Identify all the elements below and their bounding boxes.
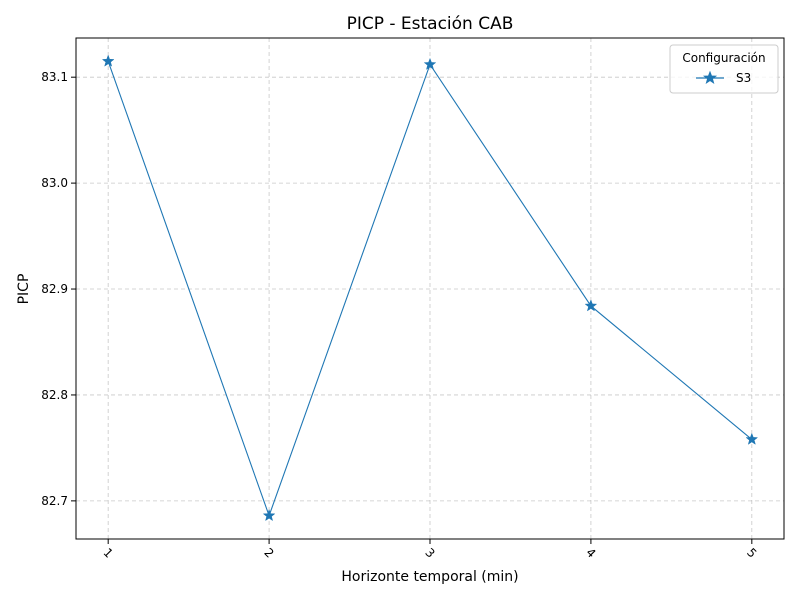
x-tick-label: 2 (261, 545, 276, 560)
legend: Configuración S3 (669, 44, 779, 94)
x-axis-ticks: 1 2 3 4 5 (101, 539, 759, 561)
x-tick-label: 4 (583, 545, 598, 560)
y-axis-ticks: 82.7 82.8 82.9 83.0 83.1 (41, 70, 76, 508)
y-tick-label: 83.1 (41, 70, 68, 84)
legend-box (669, 44, 779, 94)
y-axis-label: PICP (16, 274, 32, 305)
y-tick-label: 82.7 (41, 494, 68, 508)
legend-title: Configuración (682, 51, 765, 65)
legend-marker-star (702, 70, 718, 85)
legend-entry-label: S3 (736, 71, 751, 85)
x-tick-label: 1 (101, 545, 116, 560)
y-tick-label: 82.9 (41, 282, 68, 296)
data-point-star (423, 57, 437, 70)
x-tick-label: 3 (422, 545, 437, 560)
x-axis-label: Horizonte temporal (min) (341, 569, 518, 585)
y-tick-label: 82.8 (41, 388, 68, 402)
y-tick-label: 83.0 (41, 176, 68, 190)
x-tick-label: 5 (744, 545, 759, 560)
data-point-star (262, 508, 276, 522)
data-point-star (101, 54, 115, 67)
chart-title: PICP - Estación CAB (347, 14, 514, 34)
grid (76, 38, 784, 539)
plot-area (76, 38, 784, 539)
data-point-star (584, 299, 598, 312)
data-point-star (745, 432, 759, 445)
series-layer (101, 54, 759, 522)
